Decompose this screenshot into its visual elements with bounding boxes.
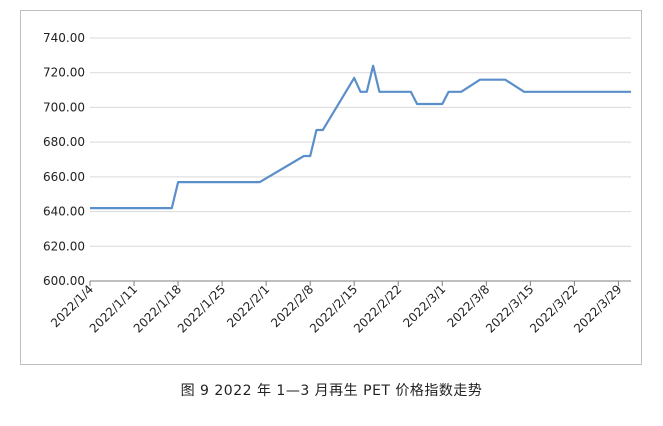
figure-caption: 图 9 2022 年 1—3 月再生 PET 价格指数走势 [180,383,483,399]
y-tick-label: 640.00 [43,205,85,219]
line-chart: 600.00 620.00 640.00 660.00 680.00 700.00 720.… [43,31,631,336]
x-tick-label: 2022/3/1 [400,282,448,330]
y-tick-label: 740.00 [43,31,85,45]
axes [89,280,631,286]
y-tick-label: 720.00 [43,66,85,80]
x-tick-label: 2022/3/29 [571,282,624,335]
y-tick-label: 600.00 [43,274,85,288]
x-tick-labels: 2022/1/42022/1/112022/1/182022/1/252022/… [48,282,624,335]
x-tick-label: 2022/2/22 [351,282,404,335]
y-tick-label: 620.00 [43,239,85,253]
y-tick-labels: 600.00 620.00 640.00 660.00 680.00 700.00 720.… [43,31,85,288]
chart-frame: 600.00 620.00 640.00 660.00 680.00 700.00 720.… [20,10,642,365]
x-tick-label: 2022/2/1 [224,282,272,330]
x-tick-label: 2022/1/25 [175,282,228,335]
grid-lines [90,37,631,247]
series-line [90,64,631,210]
y-tick-label: 660.00 [43,170,85,184]
y-tick-label: 700.00 [43,100,85,114]
series-lines [90,64,631,210]
y-tick-label: 680.00 [43,135,85,149]
